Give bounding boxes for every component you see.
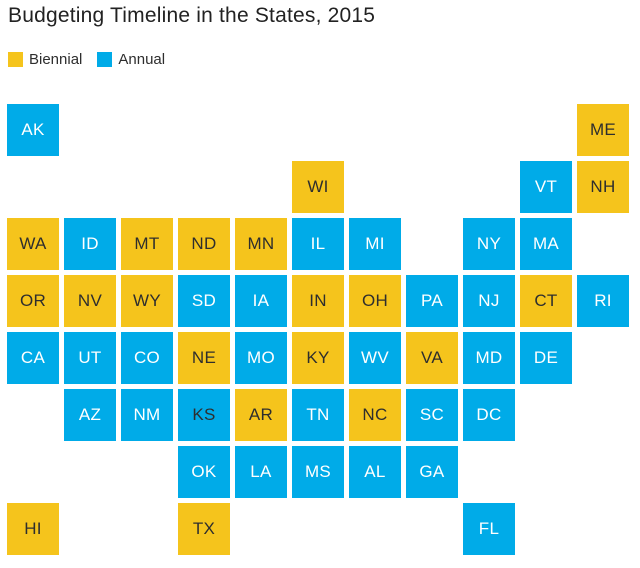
state-tile-ct: CT: [520, 275, 572, 327]
state-tile-hi: HI: [7, 503, 59, 555]
legend-label-annual: Annual: [118, 51, 166, 68]
biennial-swatch-icon: [8, 52, 23, 67]
state-tile-ne: NE: [178, 332, 230, 384]
state-tile-ut: UT: [64, 332, 116, 384]
state-tile-id: ID: [64, 218, 116, 270]
state-tile-sc: SC: [406, 389, 458, 441]
state-tile-fl: FL: [463, 503, 515, 555]
state-tile-me: ME: [577, 104, 629, 156]
legend-item-biennial: Biennial: [8, 51, 82, 68]
state-tile-va: VA: [406, 332, 458, 384]
legend-label-biennial: Biennial: [29, 51, 83, 68]
state-tile-al: AL: [349, 446, 401, 498]
state-tile-ak: AK: [7, 104, 59, 156]
legend: Biennial Annual: [8, 51, 165, 68]
state-tile-ia: IA: [235, 275, 287, 327]
state-tile-nd: ND: [178, 218, 230, 270]
state-tile-ma: MA: [520, 218, 572, 270]
state-tile-wi: WI: [292, 161, 344, 213]
state-tile-ms: MS: [292, 446, 344, 498]
state-tile-nc: NC: [349, 389, 401, 441]
state-tile-ok: OK: [178, 446, 230, 498]
annual-swatch-icon: [97, 52, 113, 67]
state-tile-nv: NV: [64, 275, 116, 327]
state-tile-or: OR: [7, 275, 59, 327]
state-tile-mi: MI: [349, 218, 401, 270]
state-tile-wv: WV: [349, 332, 401, 384]
state-tile-mt: MT: [121, 218, 173, 270]
state-tile-ny: NY: [463, 218, 515, 270]
chart-title: Budgeting Timeline in the States, 2015: [8, 4, 376, 27]
state-tile-ga: GA: [406, 446, 458, 498]
state-tile-wa: WA: [7, 218, 59, 270]
state-tile-in: IN: [292, 275, 344, 327]
state-tile-pa: PA: [406, 275, 458, 327]
state-tile-ky: KY: [292, 332, 344, 384]
legend-item-annual: Annual: [97, 51, 165, 68]
state-tile-mn: MN: [235, 218, 287, 270]
state-tile-ar: AR: [235, 389, 287, 441]
state-tile-nh: NH: [577, 161, 629, 213]
state-tile-az: AZ: [64, 389, 116, 441]
state-tile-nj: NJ: [463, 275, 515, 327]
state-tile-tx: TX: [178, 503, 230, 555]
state-tile-dc: DC: [463, 389, 515, 441]
state-tile-ca: CA: [7, 332, 59, 384]
state-tile-ks: KS: [178, 389, 230, 441]
state-tile-co: CO: [121, 332, 173, 384]
state-tile-ri: RI: [577, 275, 629, 327]
state-tile-la: LA: [235, 446, 287, 498]
state-tile-tn: TN: [292, 389, 344, 441]
state-tile-nm: NM: [121, 389, 173, 441]
state-tile-sd: SD: [178, 275, 230, 327]
state-tile-wy: WY: [121, 275, 173, 327]
state-tile-il: IL: [292, 218, 344, 270]
state-tile-vt: VT: [520, 161, 572, 213]
state-tile-mo: MO: [235, 332, 287, 384]
state-tile-oh: OH: [349, 275, 401, 327]
state-tile-de: DE: [520, 332, 572, 384]
state-tile-md: MD: [463, 332, 515, 384]
